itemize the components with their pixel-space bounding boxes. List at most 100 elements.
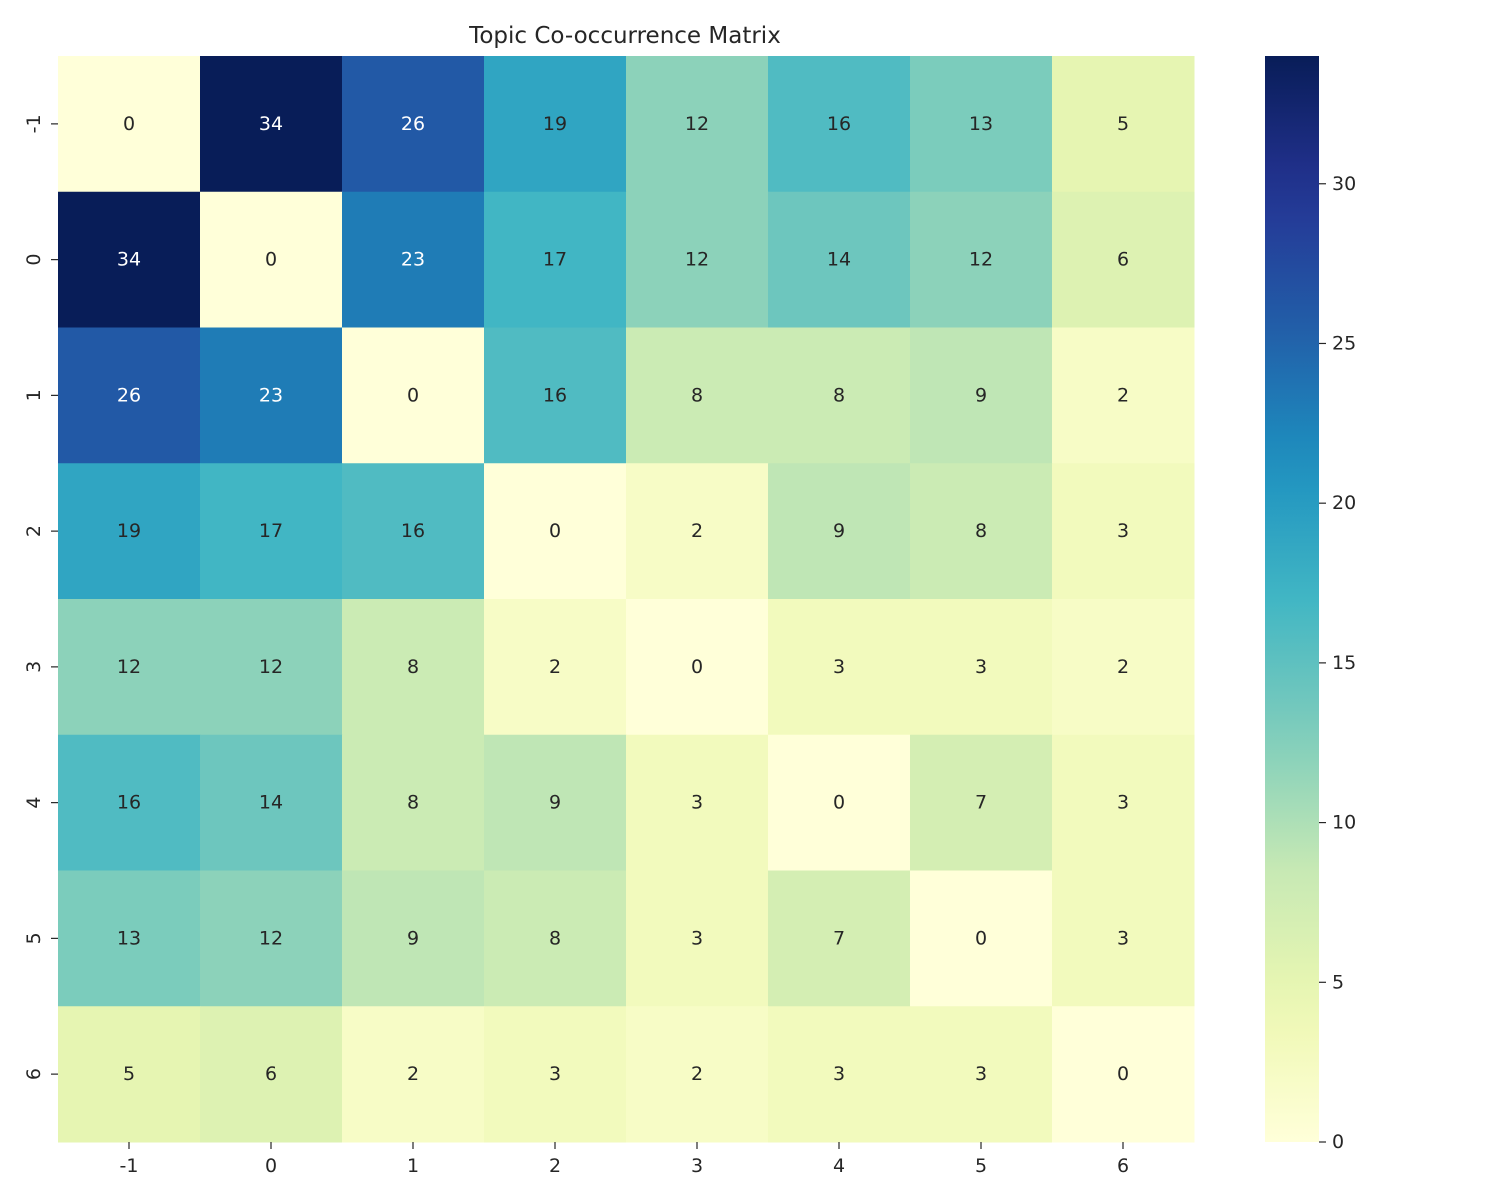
cell-label: 12 — [259, 927, 283, 949]
cell-label: 2 — [691, 520, 703, 542]
cell-label: 2 — [407, 1063, 419, 1085]
cell-label: 19 — [543, 113, 567, 135]
cell-label: 5 — [1117, 113, 1129, 135]
heatmap-cell — [1052, 56, 1195, 193]
heatmap-cell — [768, 1006, 911, 1143]
colorbar-gradient — [1265, 56, 1319, 1142]
heatmap-cell — [626, 327, 769, 464]
cell-label: 3 — [975, 1063, 987, 1085]
heatmap-cell — [626, 463, 769, 600]
cell-label: 8 — [975, 520, 987, 542]
x-tick-label: 0 — [265, 1155, 277, 1177]
heatmap-cell — [1052, 463, 1195, 600]
heatmap-cell — [342, 1006, 485, 1143]
cell-label: 0 — [407, 384, 419, 406]
cell-label: 13 — [969, 113, 993, 135]
y-axis: -1 0 1 2 3 4 5 6 — [23, 114, 58, 1080]
heatmap-cell — [200, 463, 343, 600]
x-tick-label: 1 — [407, 1155, 419, 1177]
cell-label: 3 — [1117, 792, 1129, 814]
cell-label: 2 — [549, 656, 561, 678]
cell-label: 0 — [265, 249, 277, 271]
heatmap-cell — [200, 734, 343, 871]
cell-label: 8 — [833, 384, 845, 406]
heatmap-cell — [910, 1006, 1053, 1143]
cell-label: 5 — [123, 1063, 135, 1085]
heatmap-cell — [1052, 599, 1195, 736]
cell-label: 2 — [1117, 384, 1129, 406]
heatmap-cell — [200, 1006, 343, 1143]
cell-label: 2 — [691, 1063, 703, 1085]
heatmap-cell — [768, 599, 911, 736]
y-tick-label: 4 — [23, 797, 45, 809]
heatmap-cell — [768, 191, 911, 328]
y-tick-label: 1 — [23, 389, 45, 401]
heatmap-cell — [626, 56, 769, 193]
heatmap-cell — [1052, 734, 1195, 871]
cell-label: 23 — [401, 249, 425, 271]
heatmap-cell — [910, 599, 1053, 736]
cell-label: 12 — [259, 656, 283, 678]
colorbar-tick-label: 5 — [1332, 971, 1344, 993]
heatmap-cell — [484, 463, 627, 600]
heatmap-cell — [910, 327, 1053, 464]
cell-label: 9 — [975, 384, 987, 406]
cell-label: 0 — [1117, 1063, 1129, 1085]
heatmap-cell — [484, 191, 627, 328]
x-tick-label: 4 — [833, 1155, 845, 1177]
chart-title: Topic Co-occurrence Matrix — [468, 23, 781, 49]
heatmap-cell — [200, 327, 343, 464]
cell-label: 26 — [401, 113, 425, 135]
heatmap-cell — [58, 599, 201, 736]
heatmap-cell — [626, 1006, 769, 1143]
cell-label: 3 — [549, 1063, 561, 1085]
heatmap-cell — [342, 327, 485, 464]
heatmap-cell — [200, 599, 343, 736]
colorbar-tick-label: 10 — [1332, 812, 1356, 834]
cell-label: 7 — [833, 927, 845, 949]
heatmap-cell — [200, 870, 343, 1007]
cell-label: 12 — [969, 249, 993, 271]
cell-label: 3 — [833, 1063, 845, 1085]
heatmap-cell — [910, 191, 1053, 328]
cell-label: 34 — [259, 113, 283, 135]
cell-label: 3 — [975, 656, 987, 678]
y-tick-label: 0 — [23, 254, 45, 266]
cell-label: 12 — [685, 113, 709, 135]
colorbar-tick-label: 0 — [1332, 1131, 1344, 1153]
heatmap-cell — [342, 734, 485, 871]
cell-label: 16 — [401, 520, 425, 542]
heatmap-cell — [484, 734, 627, 871]
x-tick-label: 3 — [691, 1155, 703, 1177]
colorbar-tick-label: 25 — [1332, 332, 1356, 354]
cell-label: 3 — [691, 927, 703, 949]
cell-label: 17 — [543, 249, 567, 271]
heatmap-cell — [342, 191, 485, 328]
cell-label: 14 — [827, 249, 851, 271]
cell-label: 23 — [259, 384, 283, 406]
cell-label: 13 — [117, 927, 141, 949]
heatmap-cell — [200, 191, 343, 328]
cell-label: 8 — [691, 384, 703, 406]
heatmap-cell — [1052, 870, 1195, 1007]
heatmap-cell — [626, 191, 769, 328]
heatmap-cell — [484, 1006, 627, 1143]
y-tick-label: 2 — [23, 525, 45, 537]
cell-label: 8 — [407, 656, 419, 678]
cell-label: 16 — [827, 113, 851, 135]
heatmap-cell — [342, 463, 485, 600]
cell-label: 0 — [123, 113, 135, 135]
heatmap-cell — [1052, 327, 1195, 464]
cell-label: 0 — [833, 792, 845, 814]
cell-label: 8 — [407, 792, 419, 814]
heatmap-cell — [626, 734, 769, 871]
cell-label: 9 — [549, 792, 561, 814]
x-tick-label: 2 — [549, 1155, 561, 1177]
cell-label: 6 — [265, 1063, 277, 1085]
heatmap-cell — [342, 599, 485, 736]
cell-label: 26 — [117, 384, 141, 406]
colorbar-tick-label: 15 — [1332, 652, 1356, 674]
cell-label: 6 — [1117, 249, 1129, 271]
heatmap-cell — [768, 463, 911, 600]
